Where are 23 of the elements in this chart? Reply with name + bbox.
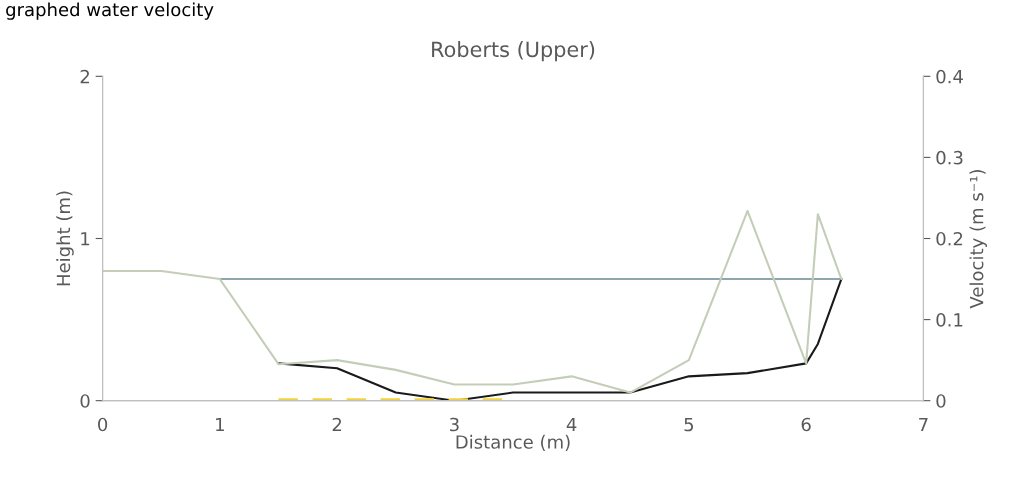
- x-tick-label: 6: [801, 417, 811, 432]
- y2-tick-label: 0.1: [936, 313, 963, 327]
- y2-tick-label: 0: [936, 394, 946, 408]
- y2-axis-title: Velocity (m s⁻¹): [969, 169, 987, 309]
- x-tick-label: 0: [98, 417, 108, 432]
- x-tick-label: 1: [216, 417, 224, 432]
- line-series: [102, 209, 843, 394]
- y-tick-label: 0: [80, 394, 90, 408]
- x-tick-label: 7: [919, 417, 928, 432]
- y-tick-label: 2: [80, 69, 89, 84]
- y2-tick-label: 0.2: [936, 231, 963, 246]
- y2-tick-label: 0.4: [936, 69, 963, 84]
- text: graphed water velocity: [6, 2, 214, 20]
- x-axis-title: Distance (m): [456, 434, 570, 451]
- y2-tick-label: 0.3: [936, 150, 963, 165]
- line-series: [277, 278, 843, 401]
- x-tick-label: 5: [684, 417, 694, 432]
- x-tick-label: 2: [332, 417, 342, 432]
- chart-title: Roberts (Upper): [432, 41, 595, 62]
- y-tick-label: 1: [81, 232, 90, 246]
- y-axis-title: Height (m): [56, 191, 74, 286]
- x-tick-label: 3: [450, 417, 459, 432]
- x-tick-label: 4: [566, 417, 577, 432]
